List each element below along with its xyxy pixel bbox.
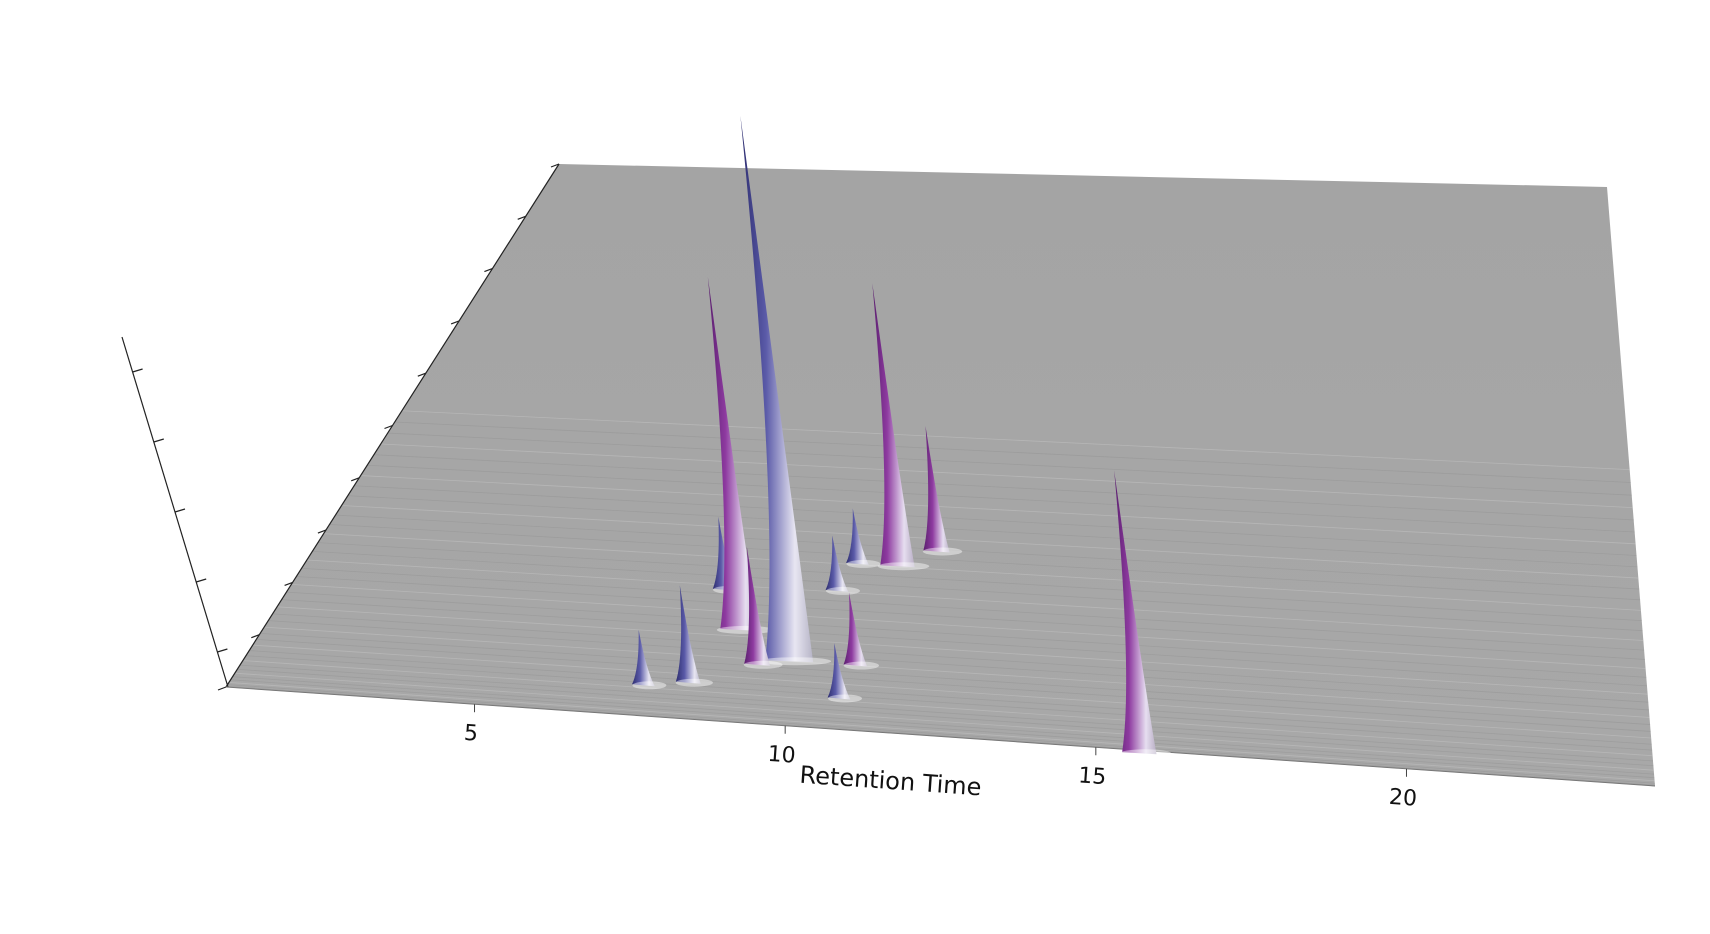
intensity-axis-tick bbox=[217, 648, 228, 653]
peak-base-highlight bbox=[716, 625, 774, 634]
baseline-streak bbox=[230, 679, 1655, 779]
baseline-streak bbox=[256, 638, 1651, 732]
baseline-streak bbox=[268, 620, 1649, 711]
peak bbox=[825, 535, 849, 592]
peak bbox=[872, 283, 915, 568]
baseline-streak bbox=[341, 505, 1639, 579]
x-axis-title: Retention Time bbox=[799, 761, 983, 802]
depth-axis-tick bbox=[517, 215, 526, 220]
peak-base-highlight bbox=[1119, 749, 1172, 758]
peak bbox=[632, 629, 655, 687]
baseline-streak bbox=[245, 655, 1653, 751]
baseline-streak bbox=[387, 432, 1632, 496]
intensity-axis-tick bbox=[196, 578, 207, 583]
baseline-streak bbox=[360, 475, 1636, 545]
peak-base-highlight bbox=[759, 657, 832, 666]
baseline-streak bbox=[291, 584, 1646, 669]
peak bbox=[843, 592, 868, 667]
peak-base-highlight bbox=[843, 661, 880, 670]
baseline-streak bbox=[394, 421, 1631, 483]
baseline-streak bbox=[242, 660, 1653, 757]
baseline-streaks bbox=[225, 410, 1656, 787]
depth-axis-tick bbox=[350, 477, 360, 482]
baseline-streak bbox=[367, 464, 1635, 533]
peak-base-highlight bbox=[632, 681, 667, 690]
baseline-streak bbox=[347, 495, 1638, 568]
x-axis-tick-label: 15 bbox=[1077, 763, 1107, 790]
depth-axis-tick bbox=[484, 268, 493, 273]
depth-axis-tick bbox=[284, 581, 293, 586]
peak bbox=[675, 585, 701, 684]
intensity-axis-tick bbox=[174, 508, 186, 513]
baseline-streak bbox=[306, 559, 1644, 641]
peak bbox=[740, 115, 814, 663]
baseline-streak bbox=[373, 454, 1634, 521]
baseline-streak bbox=[335, 514, 1640, 590]
baseline-streak bbox=[226, 685, 1655, 786]
peak bbox=[827, 642, 851, 700]
baseline-streak bbox=[296, 576, 1645, 660]
peak bbox=[1114, 470, 1157, 755]
depth-axis-tick bbox=[384, 424, 393, 430]
baseline-streak bbox=[249, 650, 1652, 745]
baseline-streak bbox=[272, 613, 1649, 703]
intensity-axis-tick bbox=[132, 368, 143, 373]
depth-axis-tick bbox=[217, 686, 227, 691]
baseline-streak bbox=[312, 550, 1643, 632]
baseline-streak bbox=[317, 542, 1642, 622]
depth-axis-tick bbox=[550, 163, 560, 168]
peak-base-highlight bbox=[825, 586, 860, 595]
x-axis-tick-label: 20 bbox=[1388, 785, 1418, 812]
baseline-streak bbox=[301, 567, 1645, 651]
baseline-streak bbox=[227, 684, 1655, 784]
peak bbox=[707, 276, 759, 631]
baseline-streak bbox=[260, 632, 1651, 725]
depth-axis-tick bbox=[417, 372, 427, 377]
baseline-streak bbox=[232, 676, 1655, 775]
baseline-streak bbox=[401, 410, 1630, 471]
baseline-streak bbox=[286, 591, 1647, 678]
baseline-streak bbox=[252, 644, 1652, 739]
baseline-streak bbox=[237, 668, 1654, 767]
x-axis-tick-label: 10 bbox=[767, 742, 797, 769]
peak-base-highlight bbox=[922, 547, 963, 556]
depth-axis-tick bbox=[317, 529, 327, 534]
peak-base-highlight bbox=[675, 678, 713, 687]
baseline-streak bbox=[228, 682, 1655, 782]
peak-group bbox=[632, 115, 1172, 758]
depth-axis-tick bbox=[450, 320, 460, 325]
peak bbox=[923, 425, 950, 553]
peak bbox=[744, 546, 771, 666]
x-axis-tick-label: 5 bbox=[463, 721, 479, 747]
floor-plane bbox=[226, 164, 1655, 786]
depth-axis-tick bbox=[251, 634, 260, 639]
intensity-axis-ticks bbox=[132, 368, 228, 653]
x-axis-line bbox=[225, 686, 1656, 787]
peak-base-highlight bbox=[827, 694, 863, 703]
baseline-streak bbox=[380, 443, 1633, 509]
baseline-streak bbox=[277, 606, 1648, 695]
x-axis-ticks: 5 10 15 20 bbox=[463, 704, 1418, 812]
baseline-streak bbox=[264, 626, 1650, 718]
baseline-streak bbox=[281, 599, 1648, 687]
baseline-streak bbox=[323, 533, 1641, 611]
depth-axis-ticks bbox=[217, 163, 560, 691]
baseline-streak bbox=[329, 524, 1641, 601]
baseline-streak bbox=[354, 485, 1637, 556]
baseline-streak bbox=[234, 672, 1654, 771]
intensity-axis-tick bbox=[153, 438, 164, 443]
peak-base-highlight bbox=[846, 559, 881, 568]
peak-base-highlight bbox=[743, 660, 783, 669]
peak-base-highlight bbox=[877, 562, 930, 571]
baseline-streak bbox=[239, 664, 1654, 762]
peak bbox=[846, 508, 869, 565]
